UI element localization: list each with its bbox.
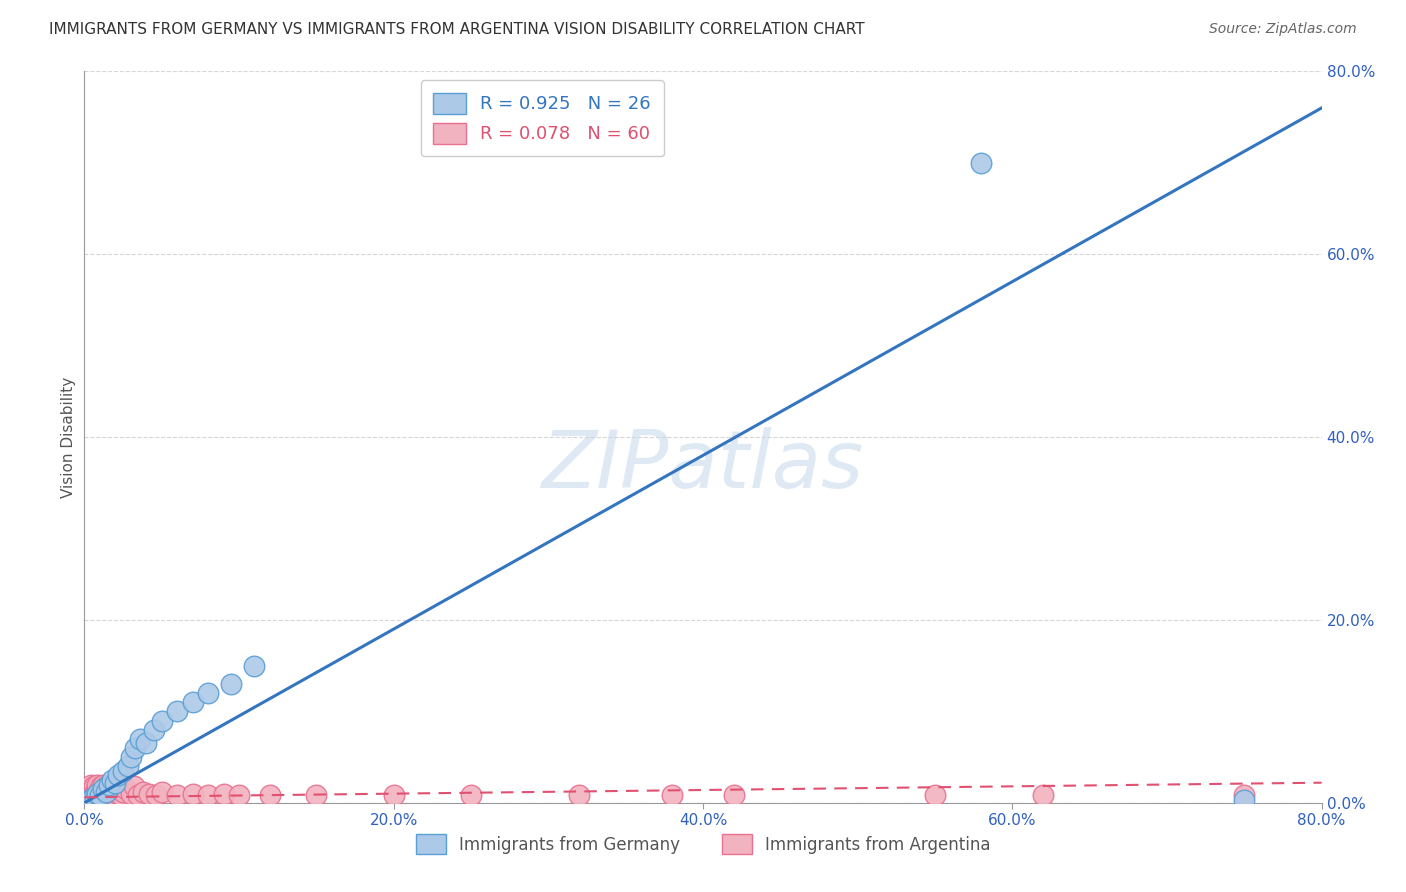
Point: [132, 785, 155, 799]
Point: [112, 764, 135, 778]
Point: [84, 791, 107, 805]
Point: [90, 780, 112, 794]
Point: [129, 731, 152, 746]
Point: [101, 772, 124, 787]
Text: Source: ZipAtlas.com: Source: ZipAtlas.com: [1209, 22, 1357, 37]
Point: [120, 750, 142, 764]
Point: [86, 787, 108, 801]
Y-axis label: Vision Disability: Vision Disability: [60, 376, 76, 498]
Point: [100, 787, 122, 801]
Point: [143, 723, 166, 737]
Point: [77, 782, 100, 797]
Point: [77, 789, 100, 803]
Point: [83, 780, 105, 794]
Point: [89, 782, 111, 797]
Point: [82, 782, 104, 797]
Point: [101, 780, 124, 794]
Point: [103, 789, 125, 803]
Point: [166, 789, 188, 803]
Point: [661, 789, 683, 803]
Point: [82, 792, 104, 806]
Point: [197, 789, 219, 803]
Point: [76, 787, 98, 801]
Point: [94, 780, 117, 794]
Point: [135, 736, 157, 750]
Point: [94, 787, 117, 801]
Point: [259, 789, 281, 803]
Point: [305, 789, 328, 803]
Point: [382, 789, 405, 803]
Point: [112, 785, 135, 799]
Point: [108, 780, 131, 794]
Point: [460, 789, 482, 803]
Point: [79, 778, 101, 792]
Point: [86, 778, 108, 792]
Point: [970, 156, 993, 170]
Point: [219, 677, 242, 691]
Point: [105, 782, 128, 797]
Point: [94, 785, 117, 799]
Point: [117, 759, 139, 773]
Point: [77, 793, 100, 807]
Point: [568, 789, 591, 803]
Point: [166, 705, 188, 719]
Point: [83, 787, 105, 801]
Point: [104, 775, 127, 789]
Text: ZIPatlas: ZIPatlas: [541, 427, 865, 506]
Point: [212, 787, 235, 801]
Point: [150, 714, 173, 728]
Point: [181, 695, 204, 709]
Point: [96, 785, 118, 799]
Point: [145, 789, 167, 803]
Point: [91, 778, 114, 792]
Point: [107, 768, 129, 782]
Point: [1233, 793, 1256, 807]
Point: [924, 789, 946, 803]
Point: [138, 787, 160, 801]
Point: [150, 785, 173, 799]
Point: [96, 789, 118, 803]
Point: [89, 789, 111, 803]
Point: [110, 789, 132, 803]
Point: [1032, 789, 1054, 803]
Point: [197, 686, 219, 700]
Point: [90, 789, 112, 803]
Point: [120, 787, 142, 801]
Point: [107, 787, 129, 801]
Point: [723, 789, 745, 803]
Point: [98, 782, 121, 797]
Point: [84, 785, 107, 799]
Point: [181, 787, 204, 801]
Text: IMMIGRANTS FROM GERMANY VS IMMIGRANTS FROM ARGENTINA VISION DISABILITY CORRELATI: IMMIGRANTS FROM GERMANY VS IMMIGRANTS FR…: [49, 22, 865, 37]
Point: [122, 780, 145, 794]
Legend: Immigrants from Germany, Immigrants from Argentina: Immigrants from Germany, Immigrants from…: [409, 828, 997, 860]
Point: [91, 785, 114, 799]
Point: [98, 778, 121, 792]
Point: [127, 789, 149, 803]
Point: [87, 789, 110, 803]
Point: [104, 785, 127, 799]
Point: [86, 782, 108, 797]
Point: [79, 785, 101, 799]
Point: [84, 789, 107, 803]
Point: [124, 740, 146, 755]
Point: [93, 782, 115, 797]
Point: [89, 787, 111, 801]
Point: [243, 658, 266, 673]
Point: [115, 782, 138, 797]
Point: [1233, 789, 1256, 803]
Point: [82, 789, 104, 803]
Point: [228, 789, 250, 803]
Point: [93, 789, 115, 803]
Point: [87, 785, 110, 799]
Point: [91, 782, 114, 797]
